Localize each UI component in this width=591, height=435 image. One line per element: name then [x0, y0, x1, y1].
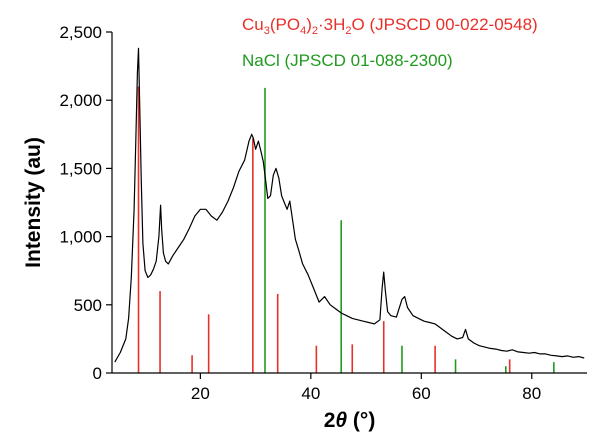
x-tick-label: 20	[191, 384, 210, 403]
y-tick-label: 2,000	[59, 91, 102, 110]
legend: Cu3(PO4)2·3H2O (JPSCD 00-022-0548) NaCl (…	[242, 15, 538, 70]
reference-peaks	[137, 86, 555, 373]
x-tick-label: 80	[522, 384, 541, 403]
x-tick-label: 60	[412, 384, 431, 403]
x-tick-label: 40	[301, 384, 320, 403]
axes: 0 500 1,000 1,500 2,000 2,500 20 40 60 80	[59, 23, 587, 403]
y-tick-label: 500	[74, 296, 102, 315]
y-tick-label: 1,500	[59, 159, 102, 178]
y-tick-label: 0	[93, 364, 102, 383]
legend-entry-1: Cu3(PO4)2·3H2O (JPSCD 00-022-0548)	[242, 15, 538, 37]
x-axis-label: 2θ (°)	[324, 409, 376, 432]
series-layer	[114, 47, 585, 363]
y-tick-label: 1,000	[59, 228, 102, 247]
y-axis-label: Intensity (au)	[22, 137, 45, 268]
legend-entry-2: NaCl (JPSCD 01-088-2300)	[242, 51, 453, 70]
y-tick-label: 2,500	[59, 23, 102, 42]
diffraction-pattern-line	[114, 47, 585, 363]
